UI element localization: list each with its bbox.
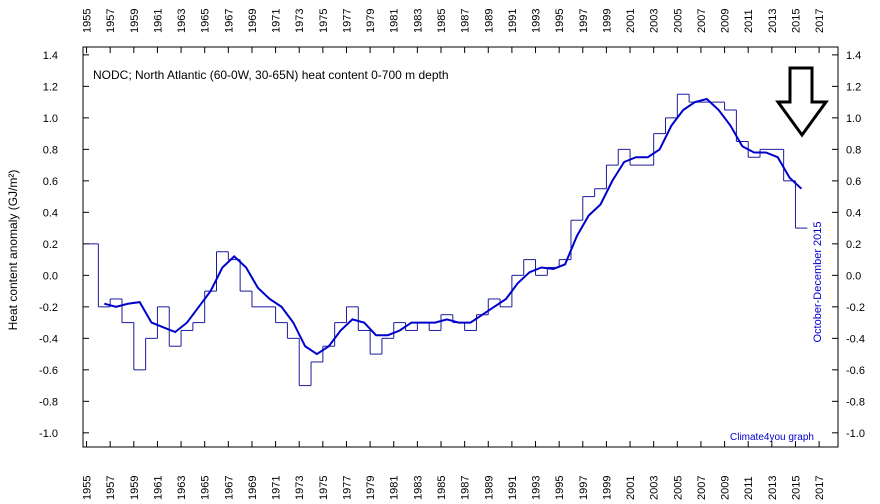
x-tick-label: 2007 [696,9,708,33]
y-tick-label: -1.0 [39,428,58,440]
x-tick-label: 1983 [412,476,424,500]
y-tick-label: -0.6 [39,365,58,377]
x-tick-label: 1981 [389,476,401,500]
x-tick-label: 1997 [578,476,590,500]
y-tick-label: 1.2 [846,81,861,93]
y-tick-label: -0.8 [39,396,58,408]
x-tick-label: 1995 [554,476,566,500]
x-tick-label: 1995 [554,9,566,33]
x-tick-label: 2003 [649,476,661,500]
y-tick-label: 0.8 [846,144,861,156]
x-tick-label: 2011 [743,476,755,500]
x-tick-label: 1969 [247,9,259,33]
y-tick-label: 0.2 [43,239,58,251]
y-tick-label: -0.2 [846,302,865,314]
x-tick-label: 1987 [460,476,472,500]
y-tick-label: 0.0 [846,270,861,282]
y-axis-label: Heat content anomaly (GJ/m²) [6,170,20,331]
x-tick-label: 2013 [767,476,779,500]
y-tick-label: -0.6 [846,365,865,377]
x-tick-label: 2007 [696,476,708,500]
x-tick-label: 2013 [767,9,779,33]
x-tick-label: 1965 [200,476,212,500]
x-tick-label: 1993 [531,9,543,33]
x-tick-label: 1961 [152,9,164,33]
x-tick-label: 1989 [483,9,495,33]
x-tick-label: 2011 [743,9,755,33]
y-tick-label: -1.0 [846,428,865,440]
y-tick-label: 1.0 [846,113,861,125]
x-tick-label: 1975 [318,9,330,33]
x-tick-label: 1991 [507,9,519,33]
y-tick-label: -0.8 [846,396,865,408]
annotation: Climate4you graph [730,432,814,443]
x-tick-label: 1991 [507,476,519,500]
x-tick-label: 1977 [341,9,353,33]
x-tick-label: 1963 [176,476,188,500]
x-tick-label: 2017 [814,9,826,33]
x-tick-label: 1971 [271,476,283,500]
x-tick-label: 1963 [176,9,188,33]
x-tick-label: 1985 [436,476,448,500]
plot-frame [82,46,839,448]
y-tick-label: 0.8 [43,144,58,156]
x-tick-label: 2015 [790,476,802,500]
x-tick-label: 1979 [365,476,377,500]
x-tick-label: 2009 [720,476,732,500]
x-tick-label: 1957 [105,476,117,500]
y-tick-label: 0.4 [846,207,861,219]
x-tick-label: 1979 [365,9,377,33]
x-tick-label: 1997 [578,9,590,33]
x-tick-label: 1965 [200,9,212,33]
x-tick-label: 2003 [649,9,661,33]
x-tick-label: 1973 [294,9,306,33]
x-tick-label: 1981 [389,9,401,33]
y-tick-label: 0.6 [43,176,58,188]
x-tick-label: 1983 [412,9,424,33]
x-tick-label: 1959 [129,476,141,500]
x-tick-label: 2001 [625,9,637,33]
x-tick-label: 2015 [790,9,802,33]
y-tick-label: 1.0 [43,113,58,125]
x-tick-label: 1961 [152,476,164,500]
y-tick-label: 0.2 [846,239,861,251]
x-tick-label: 2001 [625,476,637,500]
x-tick-label: 1985 [436,9,448,33]
x-tick-label: 1955 [82,9,94,33]
x-tick-label: 1955 [82,476,94,500]
x-tick-label: 1971 [271,9,283,33]
x-tick-label: 1973 [294,476,306,500]
y-tick-label: -0.4 [846,333,865,345]
annotation: October-December 2015 [812,221,824,342]
x-tick-label: 1957 [105,9,117,33]
x-tick-label: 2009 [720,9,732,33]
y-tick-label: 1.4 [846,50,861,62]
y-tick-label: -0.2 [39,302,58,314]
x-tick-label: 1999 [601,9,613,33]
x-tick-label: 2005 [672,9,684,33]
y-tick-label: 1.4 [43,50,58,62]
x-tick-label: 1999 [601,476,613,500]
x-tick-label: 1993 [531,476,543,500]
x-tick-label: 1967 [223,9,235,33]
running-mean [104,97,803,356]
y-tick-label: 1.2 [43,81,58,93]
x-tick-label: 1959 [129,9,141,33]
x-tick-label: 2005 [672,476,684,500]
x-tick-label: 1977 [341,476,353,500]
x-tick-label: 1969 [247,476,259,500]
x-tick-label: 2017 [814,476,826,500]
x-tick-label: 1967 [223,476,235,500]
y-tick-label: 0.6 [846,176,861,188]
y-tick-label: 0.4 [43,207,58,219]
x-tick-label: 1987 [460,9,472,33]
arrow [775,66,829,138]
y-tick-label: 0.0 [43,270,58,282]
x-tick-label: 1975 [318,476,330,500]
x-tick-label: 1989 [483,476,495,500]
y-tick-label: -0.4 [39,333,58,345]
chart-title: NODC; North Atlantic (60-0W, 30-65N) hea… [93,68,449,82]
